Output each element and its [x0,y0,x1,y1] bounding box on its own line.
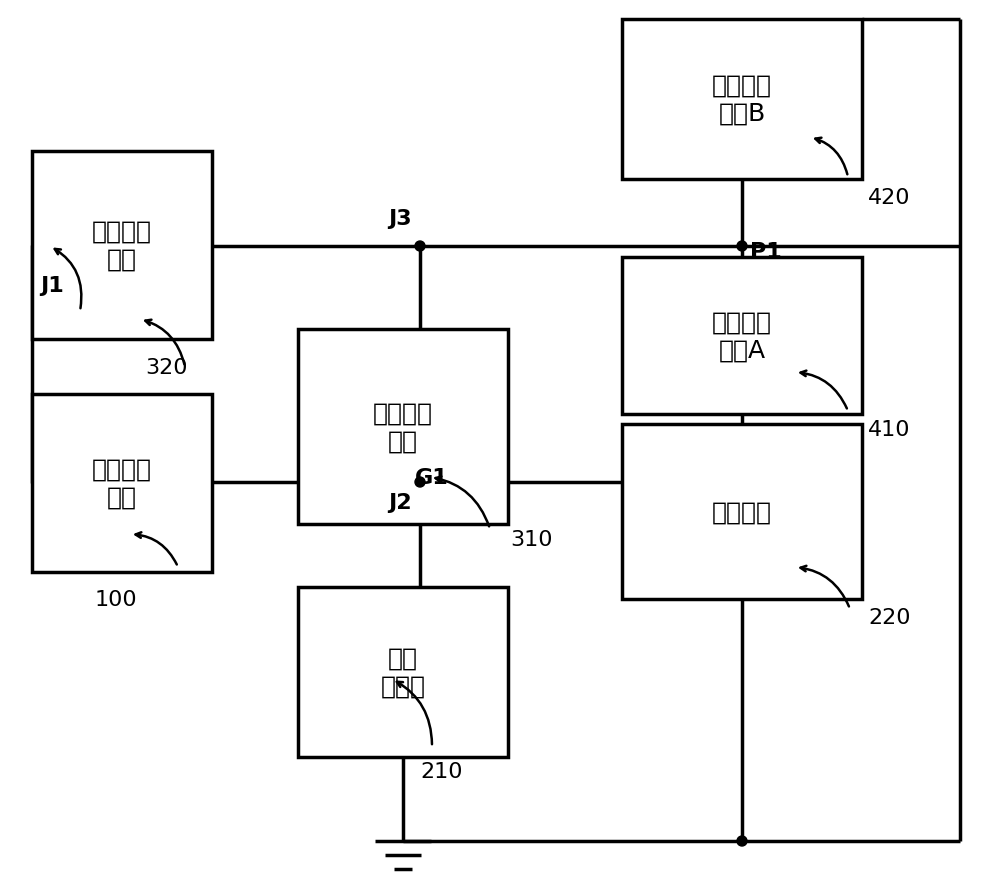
Text: P1: P1 [750,241,782,262]
Bar [298,330,508,525]
Text: 输入控制
单元: 输入控制 单元 [92,220,152,272]
Text: 第一分压
电阻B: 第一分压 电阻B [712,74,772,126]
Text: 第一保护
单元: 第一保护 单元 [373,401,433,453]
Text: G1: G1 [415,468,449,487]
Text: 220: 220 [868,607,910,628]
Text: 输入开关
模块: 输入开关 模块 [92,458,152,510]
Bar [298,587,508,757]
Text: 储能单元: 储能单元 [712,500,772,524]
Text: J1: J1 [40,275,64,296]
Circle shape [737,836,747,846]
Text: J3: J3 [388,209,412,229]
Bar [622,20,862,180]
Bar [32,394,212,572]
Text: 310: 310 [510,529,552,550]
Text: 第一分压
电阻A: 第一分压 电阻A [712,310,772,362]
Text: 410: 410 [868,419,910,440]
Text: J2: J2 [388,493,412,512]
Text: 420: 420 [868,188,910,207]
Bar [622,257,862,415]
Text: 100: 100 [95,589,138,610]
Circle shape [415,241,425,252]
Bar [622,425,862,599]
Text: 续流
二极管: 续流 二极管 [381,646,426,698]
Bar [32,152,212,340]
Text: 210: 210 [420,761,463,781]
Circle shape [415,477,425,487]
Circle shape [737,241,747,252]
Text: 320: 320 [145,358,188,377]
